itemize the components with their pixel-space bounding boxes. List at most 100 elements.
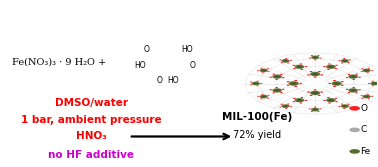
Circle shape <box>279 59 282 60</box>
Circle shape <box>280 92 283 93</box>
Circle shape <box>324 82 332 85</box>
Circle shape <box>279 107 282 108</box>
Circle shape <box>347 74 350 75</box>
Circle shape <box>341 104 343 105</box>
Circle shape <box>282 89 285 90</box>
Circle shape <box>297 103 302 106</box>
Circle shape <box>363 82 368 85</box>
Circle shape <box>367 72 369 73</box>
Circle shape <box>275 79 278 80</box>
Circle shape <box>262 69 266 71</box>
Circle shape <box>293 98 296 99</box>
Circle shape <box>352 87 355 88</box>
Circle shape <box>335 65 338 66</box>
Circle shape <box>355 92 358 94</box>
Circle shape <box>347 104 350 105</box>
Circle shape <box>301 69 303 70</box>
Circle shape <box>350 89 356 92</box>
Text: HO: HO <box>167 76 178 86</box>
Circle shape <box>361 98 364 99</box>
Circle shape <box>333 86 336 87</box>
Circle shape <box>349 149 360 154</box>
Circle shape <box>328 99 334 101</box>
Circle shape <box>372 82 377 85</box>
Circle shape <box>281 104 290 108</box>
Circle shape <box>272 69 277 72</box>
Circle shape <box>307 91 310 93</box>
Text: O: O <box>360 104 367 113</box>
Circle shape <box>287 85 290 86</box>
Circle shape <box>301 97 303 98</box>
Circle shape <box>309 108 311 109</box>
Circle shape <box>319 108 322 109</box>
Circle shape <box>293 101 295 102</box>
Circle shape <box>338 106 341 107</box>
Circle shape <box>305 100 307 101</box>
Circle shape <box>243 52 378 115</box>
Circle shape <box>350 75 356 78</box>
Circle shape <box>270 77 272 78</box>
Circle shape <box>318 95 321 96</box>
Circle shape <box>311 56 319 59</box>
Circle shape <box>317 111 320 112</box>
Circle shape <box>341 85 344 86</box>
Circle shape <box>310 91 320 95</box>
Circle shape <box>353 69 358 72</box>
Circle shape <box>285 58 287 59</box>
Circle shape <box>267 71 270 72</box>
Circle shape <box>328 63 331 65</box>
Text: Fe(NO₃)₃ · 9 H₂O +: Fe(NO₃)₃ · 9 H₂O + <box>12 57 106 66</box>
Circle shape <box>320 74 323 76</box>
Circle shape <box>348 88 358 93</box>
Circle shape <box>358 77 361 78</box>
Circle shape <box>343 58 345 59</box>
Circle shape <box>280 104 283 105</box>
Text: 72% yield: 72% yield <box>233 130 281 140</box>
Circle shape <box>260 68 263 69</box>
Circle shape <box>348 74 358 79</box>
Text: no HF additive: no HF additive <box>48 150 134 160</box>
Circle shape <box>256 81 259 82</box>
Circle shape <box>274 89 280 92</box>
Circle shape <box>363 95 371 98</box>
Circle shape <box>347 92 350 93</box>
Circle shape <box>267 98 269 99</box>
Circle shape <box>334 82 339 85</box>
Circle shape <box>341 59 349 63</box>
Circle shape <box>368 98 370 99</box>
Circle shape <box>294 98 304 102</box>
Circle shape <box>314 107 316 108</box>
Circle shape <box>332 81 342 86</box>
Circle shape <box>287 104 290 105</box>
Circle shape <box>282 77 285 78</box>
Text: HO: HO <box>181 45 193 54</box>
Circle shape <box>313 109 318 111</box>
Circle shape <box>314 59 316 60</box>
Circle shape <box>272 74 282 79</box>
Circle shape <box>349 106 360 111</box>
Circle shape <box>262 96 266 98</box>
Circle shape <box>260 83 263 84</box>
Circle shape <box>314 76 317 78</box>
Circle shape <box>319 58 322 59</box>
Circle shape <box>310 72 320 76</box>
Circle shape <box>335 98 337 99</box>
Circle shape <box>281 59 290 63</box>
Circle shape <box>257 96 259 97</box>
Circle shape <box>335 101 338 102</box>
Circle shape <box>328 102 331 104</box>
Circle shape <box>312 73 318 75</box>
Circle shape <box>343 108 345 109</box>
Circle shape <box>312 67 319 70</box>
Circle shape <box>361 95 363 96</box>
Circle shape <box>368 68 370 69</box>
Circle shape <box>361 68 364 69</box>
Circle shape <box>262 94 264 95</box>
Circle shape <box>371 96 373 97</box>
Circle shape <box>287 81 290 82</box>
Circle shape <box>313 56 318 58</box>
Circle shape <box>260 69 268 72</box>
Circle shape <box>260 95 268 98</box>
Circle shape <box>372 81 374 82</box>
Circle shape <box>305 87 313 90</box>
